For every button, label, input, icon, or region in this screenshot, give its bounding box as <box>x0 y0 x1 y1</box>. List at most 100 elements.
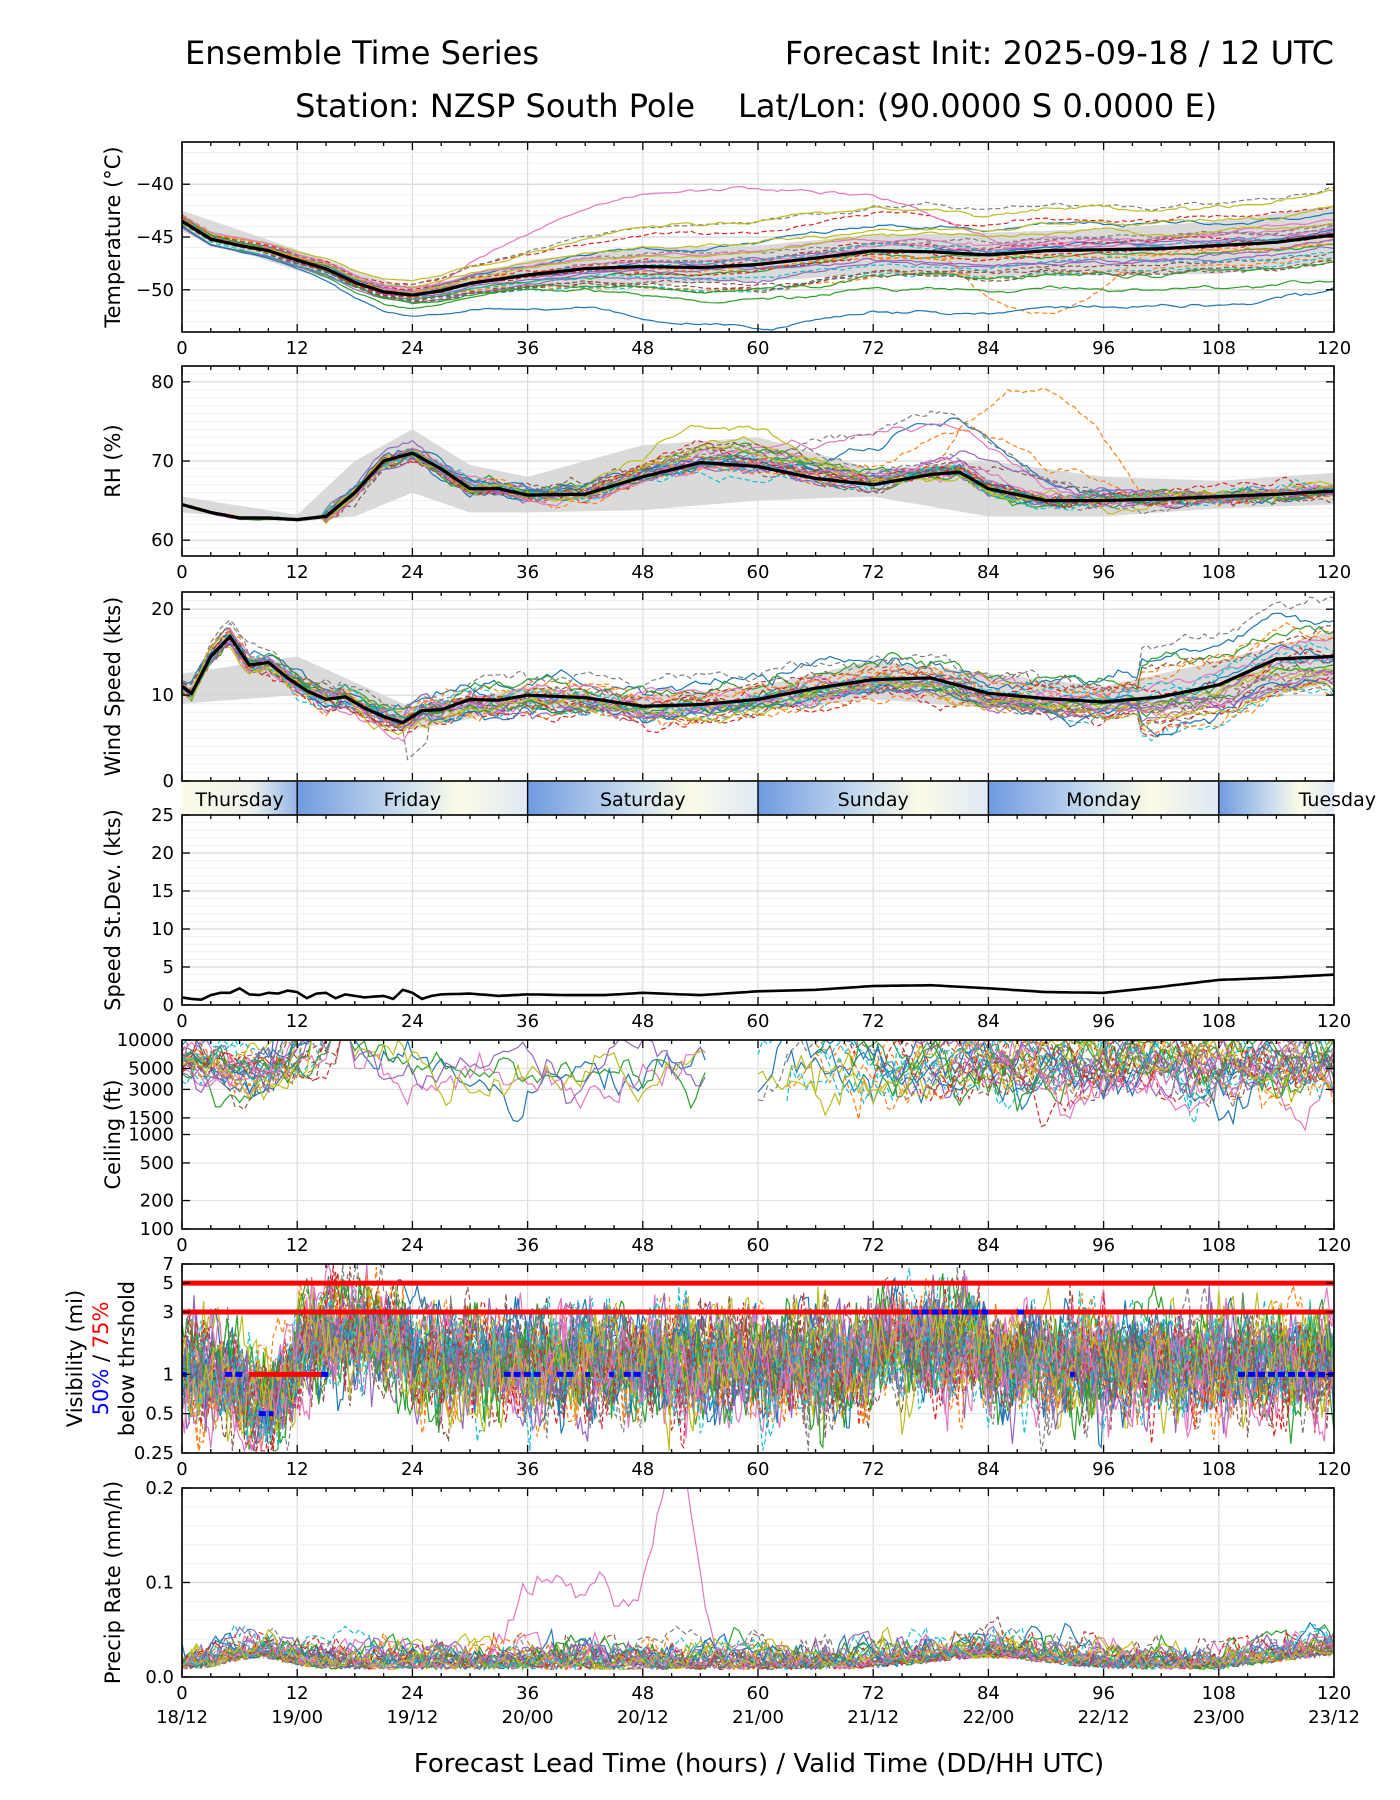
day-label-friday: Friday <box>384 789 442 811</box>
visibility-legend-below: below thrshold <box>115 1281 139 1436</box>
x-tick-label: 120 <box>1317 1683 1351 1704</box>
x-tick-label: 0 <box>176 562 187 583</box>
x-tick-label: 72 <box>862 1235 885 1256</box>
ensemble-member-line <box>182 221 1334 304</box>
ensemble-member-line <box>182 1040 1334 1128</box>
x-tick-label: 48 <box>631 1459 654 1480</box>
ensemble-member-line <box>182 221 1334 302</box>
visibility-ylabel-group: Visibility (mi) 50% / 75% below thrshold <box>63 1281 139 1436</box>
day-label-saturday: Saturday <box>600 789 686 811</box>
x-tick-label: 0 <box>176 1011 187 1032</box>
x-tick-label: 96 <box>1092 1011 1115 1032</box>
wind-speed-panel: 0 10 20 Wind Speed (kts) <box>101 591 1335 792</box>
legend-75-percent: 75% <box>89 1302 113 1349</box>
day-cell <box>758 782 989 815</box>
x-tick-label: 72 <box>862 562 885 583</box>
temperature-panel: −50 −45 −40 0 12 24 36 48 60 72 84 96 108 120 Temperat… <box>101 141 1351 359</box>
x-tick-label: 12 <box>286 1459 309 1480</box>
ensemble-member-line <box>182 204 1334 286</box>
ensemble-member-line <box>182 1040 1334 1110</box>
ensemble-member-line <box>182 1628 1334 1671</box>
valid-time-label: 20/12 <box>617 1707 669 1728</box>
x-tick-label: 48 <box>631 338 654 359</box>
x-tick-label: 0 <box>176 1235 187 1256</box>
rh-panel: 60 70 80 0 12 24 36 48 60 72 84 96 108 120 RH (%) <box>101 365 1351 583</box>
ensemble-member-line <box>182 1282 1334 1451</box>
x-tick-label: 24 <box>401 1235 424 1256</box>
x-tick-label: 36 <box>516 1459 539 1480</box>
y-tick-label: 0.1 <box>145 1573 174 1594</box>
chart-title-right: Forecast Init: 2025-09-18 / 12 UTC <box>785 34 1334 72</box>
ensemble-member-line <box>182 222 1334 293</box>
y-tick-label: 3000 <box>128 1079 174 1100</box>
x-tick-label: 0 <box>176 338 187 359</box>
ensemble-member-line <box>182 1272 1334 1433</box>
valid-time-label: 23/12 <box>1308 1707 1360 1728</box>
x-tick-label: 24 <box>401 338 424 359</box>
y-tick-label: 7 <box>163 1254 174 1275</box>
day-cell <box>182 782 298 815</box>
day-cell <box>527 782 758 815</box>
x-tick-label: 120 <box>1317 1011 1351 1032</box>
y-tick-label: 0.25 <box>134 1443 174 1464</box>
y-tick-label: −50 <box>136 280 174 301</box>
x-tick-label: 24 <box>401 562 424 583</box>
visibility-legend-percent: 50% / 75% <box>89 1302 113 1416</box>
x-tick-label: 120 <box>1317 1459 1351 1480</box>
ensemble-mean-line <box>182 973 1334 1002</box>
day-strip: Thursday Friday Saturday Sunday Monday Tuesda… <box>182 782 1376 815</box>
x-tick-label: 36 <box>516 338 539 359</box>
y-tick-label: 10000 <box>117 1030 174 1051</box>
y-tick-label: −45 <box>136 227 174 248</box>
ensemble-member-line <box>182 218 1334 293</box>
x-tick-label: 36 <box>516 1011 539 1032</box>
x-tick-label: 84 <box>977 1459 1000 1480</box>
y-tick-label: 10 <box>151 685 174 706</box>
ensemble-member-line <box>182 1040 1334 1109</box>
x-tick-label: 12 <box>286 1011 309 1032</box>
ensemble-member-line <box>182 221 1334 296</box>
ensemble-member-line <box>182 1286 1334 1440</box>
y-tick-label: 0.5 <box>145 1404 174 1425</box>
ensemble-member-line <box>182 215 1334 305</box>
ensemble-member-line <box>182 217 1334 298</box>
x-tick-label: 108 <box>1202 338 1236 359</box>
ensemble-member-line <box>182 629 1334 739</box>
x-tick-label: 108 <box>1202 1011 1236 1032</box>
ensemble-member-line <box>182 410 1334 521</box>
legend-separator: / <box>89 1348 113 1368</box>
x-tick-label: 12 <box>286 338 309 359</box>
x-tick-label: 72 <box>862 1011 885 1032</box>
valid-time-label: 22/12 <box>1078 1707 1130 1728</box>
x-tick-label: 84 <box>977 1683 1000 1704</box>
x-tick-label: 60 <box>747 562 770 583</box>
y-tick-label: 0.0 <box>145 1667 174 1688</box>
y-tick-label: 5 <box>163 1273 174 1294</box>
ensemble-member-line <box>182 596 1334 710</box>
valid-time-label: 19/00 <box>271 1707 323 1728</box>
valid-time-label: 20/00 <box>502 1707 554 1728</box>
y-tick-label: 0.2 <box>145 1478 174 1499</box>
x-tick-label: 24 <box>401 1683 424 1704</box>
x-tick-label: 48 <box>631 562 654 583</box>
ensemble-member-line <box>182 1625 1334 1671</box>
day-cell <box>297 782 528 815</box>
y-axis-label: Precip Rate (mm/h) <box>101 1481 125 1684</box>
x-tick-label: 96 <box>1092 1459 1115 1480</box>
ensemble-member-line <box>182 627 1334 726</box>
x-tick-label: 60 <box>747 1235 770 1256</box>
x-tick-label: 0 <box>176 1459 187 1480</box>
y-tick-label: 20 <box>151 843 174 864</box>
ensemble-member-line <box>182 631 1334 761</box>
valid-time-label: 21/12 <box>847 1707 899 1728</box>
y-tick-label: 100 <box>140 1219 174 1240</box>
y-axis-label: Temperature (°C) <box>101 146 125 328</box>
visibility-axis-label: Visibility (mi) <box>63 1290 87 1427</box>
y-tick-label: 70 <box>151 451 174 472</box>
ensemble-member-line <box>182 222 1334 304</box>
y-tick-label: 5 <box>163 957 174 978</box>
y-axis-label: Ceiling (ft) <box>101 1079 125 1189</box>
ensemble-member-line <box>182 1040 1334 1104</box>
ensemble-member-line <box>182 1040 1334 1097</box>
